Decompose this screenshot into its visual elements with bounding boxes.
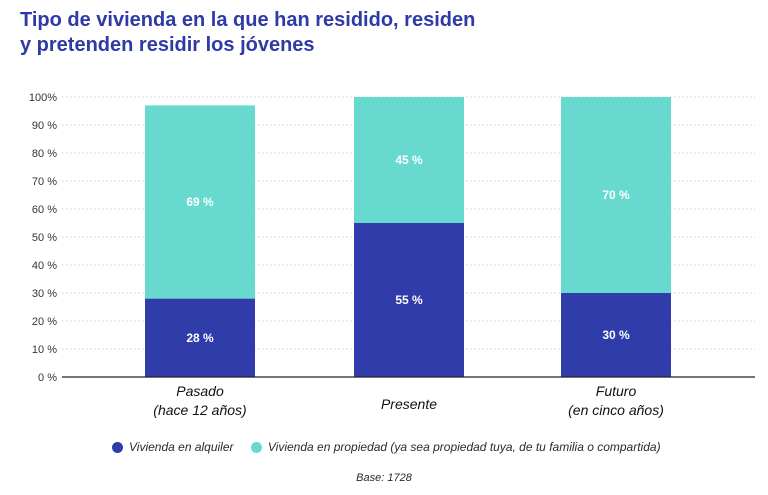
chart-title-line-2: y pretenden residir los jóvenes [20, 34, 315, 56]
y-tick-label: 90 % [32, 120, 57, 132]
y-tick-label: 60 % [32, 204, 57, 216]
y-tick-label: 50 % [32, 232, 57, 244]
bar-value-label: 28 % [186, 331, 214, 345]
y-tick-label: 70 % [32, 176, 57, 188]
y-tick-label: 100% [29, 92, 57, 104]
y-tick-label: 80 % [32, 148, 57, 160]
y-tick-label: 0 % [38, 372, 57, 384]
bar-segment [145, 298, 255, 377]
y-axis-ticks: 0 % 10 % 20 % 30 % 40 % 50 % 60 % 70 % 80 % 90 % 1… [29, 92, 57, 384]
bar-value-label: 45 % [395, 153, 423, 167]
chart-title-line-1: Tipo de vivienda en la que han residido,… [20, 9, 476, 31]
bar-value-label: 55 % [395, 293, 423, 307]
legend-item-rent: Vivienda en alquiler [112, 440, 234, 454]
chart-title: Tipo de vivienda en la que han residido,… [20, 8, 580, 58]
legend-item-own: Vivienda en propiedad (ya sea propiedad … [250, 440, 661, 454]
x-category-label: Futuro [596, 383, 637, 399]
bar-value-label: 30 % [602, 328, 630, 342]
bars: 28 % 69 % 55 % 45 % 30 % 70 % [145, 97, 671, 377]
y-tick-label: 20 % [32, 316, 57, 328]
bar-segment [145, 105, 255, 299]
legend: Vivienda en alquiler Vivienda en propied… [112, 440, 675, 456]
legend-label-rent: Vivienda en alquiler [129, 440, 234, 454]
base-note: Base: 1728 [356, 472, 412, 484]
legend-label-own: Vivienda en propiedad (ya sea propiedad … [267, 440, 661, 454]
bar-segment [561, 293, 671, 377]
x-category-label: (en cinco años) [568, 402, 664, 418]
y-tick-label: 10 % [32, 344, 57, 356]
legend-swatch-own [250, 441, 262, 453]
x-category-label: (hace 12 años) [153, 402, 246, 418]
bar-segment [354, 97, 464, 223]
x-category-label: Presente [381, 396, 437, 412]
bar-segment [354, 223, 464, 377]
x-axis-labels: Pasado (hace 12 años) Presente Futuro (en ci… [153, 383, 664, 418]
y-tick-label: 40 % [32, 260, 57, 272]
bar-value-label: 69 % [186, 195, 214, 209]
bar-value-label: 70 % [602, 188, 630, 202]
x-category-label: Pasado [176, 383, 224, 399]
bar-segment [561, 97, 671, 293]
legend-swatch-rent [112, 441, 123, 453]
y-tick-label: 30 % [32, 288, 57, 300]
